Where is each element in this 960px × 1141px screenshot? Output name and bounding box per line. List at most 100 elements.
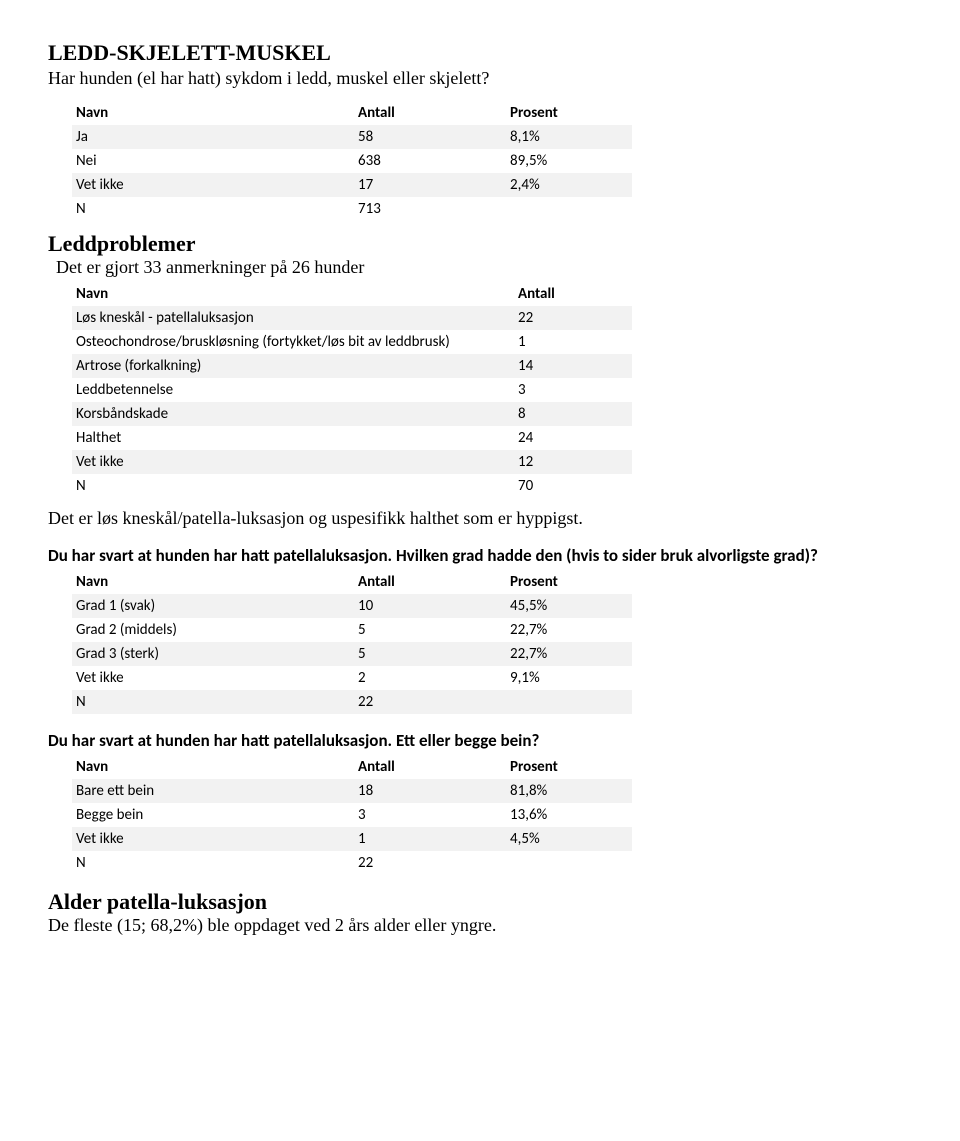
section5-text: De fleste (15; 68,2%) ble oppdaget ved 2… bbox=[48, 915, 912, 936]
table-row: Artrose (forkalkning) 14 bbox=[72, 354, 632, 378]
table-row: Nei 638 89,5% bbox=[72, 149, 632, 173]
cell: 3 bbox=[514, 378, 632, 402]
cell: 24 bbox=[514, 426, 632, 450]
cell: Nei bbox=[72, 149, 354, 173]
col-header-navn: Navn bbox=[72, 570, 354, 594]
cell: 2 bbox=[354, 666, 506, 690]
cell: 18 bbox=[354, 779, 506, 803]
section5-heading: Alder patella-luksasjon bbox=[48, 889, 912, 915]
section1-heading: LEDD-SKJELETT-MUSKEL bbox=[48, 40, 912, 66]
cell: 5 bbox=[354, 618, 506, 642]
table-row: N 70 bbox=[72, 474, 632, 498]
table-row: Begge bein 3 13,6% bbox=[72, 803, 632, 827]
cell: Leddbetennelse bbox=[72, 378, 514, 402]
cell: Bare ett bein bbox=[72, 779, 354, 803]
cell bbox=[506, 197, 632, 221]
section4-question: Du har svart at hunden har hatt patellal… bbox=[48, 730, 912, 751]
cell: 12 bbox=[514, 450, 632, 474]
table-row: Osteochondrose/bruskløsning (fortykket/l… bbox=[72, 330, 632, 354]
cell: 22 bbox=[354, 690, 506, 714]
section2-table: Navn Antall Løs kneskål - patellaluksasj… bbox=[72, 282, 632, 498]
cell: 70 bbox=[514, 474, 632, 498]
cell: Artrose (forkalkning) bbox=[72, 354, 514, 378]
cell: Grad 2 (middels) bbox=[72, 618, 354, 642]
section3-question: Du har svart at hunden har hatt patellal… bbox=[48, 545, 912, 566]
table-row: N 22 bbox=[72, 851, 632, 875]
table-row: Vet ikke 12 bbox=[72, 450, 632, 474]
col-header-navn: Navn bbox=[72, 282, 514, 306]
cell: N bbox=[72, 851, 354, 875]
cell: Grad 1 (svak) bbox=[72, 594, 354, 618]
cell: Grad 3 (sterk) bbox=[72, 642, 354, 666]
cell: 8,1% bbox=[506, 125, 632, 149]
col-header-antall: Antall bbox=[354, 755, 506, 779]
table-row: Løs kneskål - patellaluksasjon 22 bbox=[72, 306, 632, 330]
cell: 13,6% bbox=[506, 803, 632, 827]
col-header-antall: Antall bbox=[354, 570, 506, 594]
section2-heading: Leddproblemer bbox=[48, 231, 912, 257]
cell: 1 bbox=[354, 827, 506, 851]
cell: 2,4% bbox=[506, 173, 632, 197]
section2-note: Det er gjort 33 anmerkninger på 26 hunde… bbox=[56, 257, 912, 278]
cell: Ja bbox=[72, 125, 354, 149]
section1-table: Navn Antall Prosent Ja 58 8,1% Nei 638 8… bbox=[72, 101, 632, 221]
cell bbox=[506, 851, 632, 875]
table-row: Ja 58 8,1% bbox=[72, 125, 632, 149]
cell: 58 bbox=[354, 125, 506, 149]
table-row: Korsbåndskade 8 bbox=[72, 402, 632, 426]
cell: 3 bbox=[354, 803, 506, 827]
table-row: Grad 1 (svak) 10 45,5% bbox=[72, 594, 632, 618]
table-row: N 22 bbox=[72, 690, 632, 714]
cell: 17 bbox=[354, 173, 506, 197]
cell: 5 bbox=[354, 642, 506, 666]
table-row: Vet ikke 2 9,1% bbox=[72, 666, 632, 690]
section3-table: Navn Antall Prosent Grad 1 (svak) 10 45,… bbox=[72, 570, 632, 714]
cell: 9,1% bbox=[506, 666, 632, 690]
cell: Begge bein bbox=[72, 803, 354, 827]
cell: N bbox=[72, 197, 354, 221]
section2-after: Det er løs kneskål/patella-luksasjon og … bbox=[48, 508, 912, 529]
table-row: Vet ikke 17 2,4% bbox=[72, 173, 632, 197]
cell: 22,7% bbox=[506, 642, 632, 666]
table-row: Bare ett bein 18 81,8% bbox=[72, 779, 632, 803]
cell: Vet ikke bbox=[72, 450, 514, 474]
cell: Vet ikke bbox=[72, 173, 354, 197]
cell: 638 bbox=[354, 149, 506, 173]
cell bbox=[506, 690, 632, 714]
table-row: N 713 bbox=[72, 197, 632, 221]
cell: 81,8% bbox=[506, 779, 632, 803]
section4-table: Navn Antall Prosent Bare ett bein 18 81,… bbox=[72, 755, 632, 875]
col-header-navn: Navn bbox=[72, 101, 354, 125]
col-header-antall: Antall bbox=[514, 282, 632, 306]
cell: Halthet bbox=[72, 426, 514, 450]
table-row: Leddbetennelse 3 bbox=[72, 378, 632, 402]
col-header-prosent: Prosent bbox=[506, 101, 632, 125]
table-row: Vet ikke 1 4,5% bbox=[72, 827, 632, 851]
cell: Løs kneskål - patellaluksasjon bbox=[72, 306, 514, 330]
col-header-prosent: Prosent bbox=[506, 755, 632, 779]
cell: 8 bbox=[514, 402, 632, 426]
cell: N bbox=[72, 474, 514, 498]
cell: 89,5% bbox=[506, 149, 632, 173]
cell: 1 bbox=[514, 330, 632, 354]
cell: 713 bbox=[354, 197, 506, 221]
cell: 22 bbox=[514, 306, 632, 330]
table-row: Grad 3 (sterk) 5 22,7% bbox=[72, 642, 632, 666]
col-header-prosent: Prosent bbox=[506, 570, 632, 594]
cell: 45,5% bbox=[506, 594, 632, 618]
cell: 22 bbox=[354, 851, 506, 875]
cell: 22,7% bbox=[506, 618, 632, 642]
cell: Korsbåndskade bbox=[72, 402, 514, 426]
table-row: Grad 2 (middels) 5 22,7% bbox=[72, 618, 632, 642]
col-header-navn: Navn bbox=[72, 755, 354, 779]
cell: N bbox=[72, 690, 354, 714]
cell: 4,5% bbox=[506, 827, 632, 851]
cell: 10 bbox=[354, 594, 506, 618]
section1-subheading: Har hunden (el har hatt) sykdom i ledd, … bbox=[48, 68, 912, 89]
cell: Vet ikke bbox=[72, 827, 354, 851]
col-header-antall: Antall bbox=[354, 101, 506, 125]
cell: Vet ikke bbox=[72, 666, 354, 690]
cell: 14 bbox=[514, 354, 632, 378]
table-row: Halthet 24 bbox=[72, 426, 632, 450]
cell: Osteochondrose/bruskløsning (fortykket/l… bbox=[72, 330, 514, 354]
